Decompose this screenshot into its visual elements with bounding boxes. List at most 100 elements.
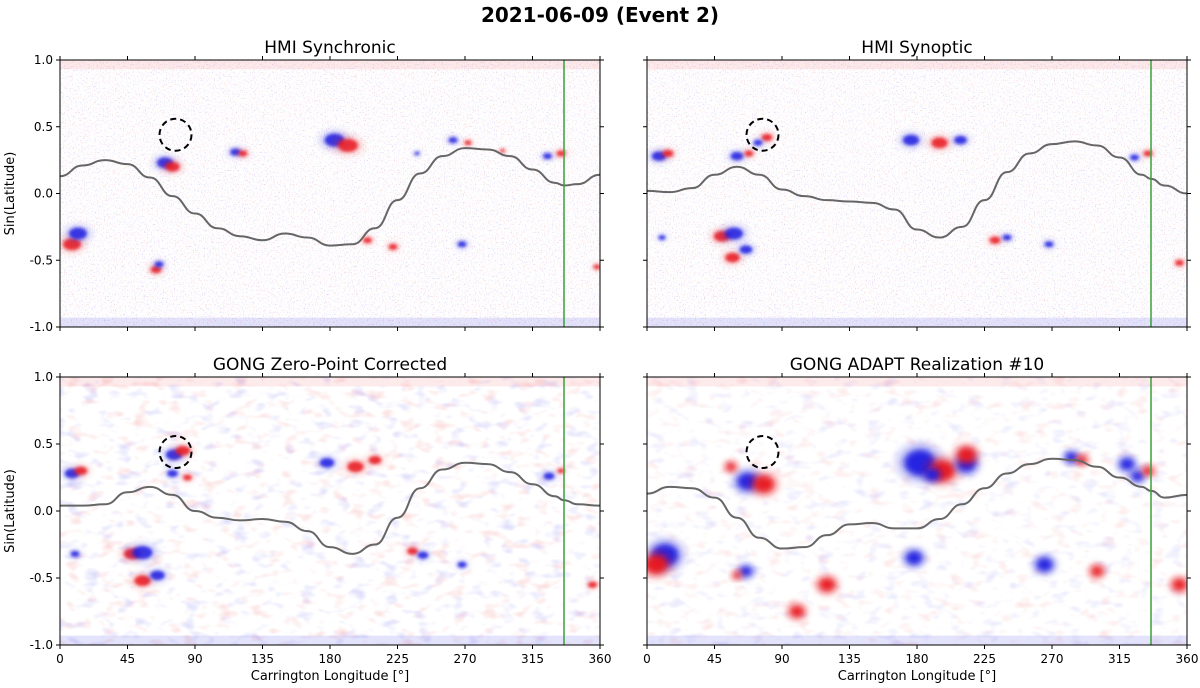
negative-region [1129, 154, 1140, 161]
positive-region [557, 468, 565, 474]
plot-area [60, 60, 600, 327]
positive-region [725, 252, 740, 263]
x-tick-label: 180 [906, 652, 929, 666]
y-tick-label: 0.0 [34, 187, 53, 201]
negative-region [448, 137, 458, 144]
negative-region [543, 472, 555, 480]
x-tick-label: 45 [707, 652, 722, 666]
negative-region [68, 227, 88, 240]
positive-region [753, 475, 775, 494]
positive-region [1142, 466, 1154, 476]
region-circle [158, 435, 193, 470]
south-polar-band [60, 635, 600, 645]
negative-region [154, 261, 164, 268]
positive-region [368, 455, 382, 465]
positive-region [744, 150, 754, 157]
negative-region [457, 241, 467, 248]
north-polar-band [647, 60, 1187, 70]
negative-region [954, 135, 967, 145]
panel-3: GONG Zero-Point Corrected 0 45 90 135 180 225 2… [3, 355, 611, 684]
x-tick-label: 270 [454, 652, 477, 666]
positive-region [761, 133, 773, 142]
panel-title: HMI Synchronic [264, 38, 395, 58]
negative-region [739, 245, 753, 254]
positive-region [464, 140, 472, 146]
y-tick-label: -0.5 [30, 571, 53, 585]
negative-region [150, 570, 165, 581]
plot-area [647, 377, 1187, 645]
negative-region [905, 550, 923, 566]
negative-region [319, 457, 335, 468]
x-tick-label: 315 [1108, 652, 1131, 666]
x-tick-label: 315 [521, 652, 544, 666]
negative-region [132, 545, 153, 560]
positive-region [789, 605, 805, 618]
panel-4: GONG ADAPT Realization #10 0 45 90 135 180 225… [643, 355, 1198, 684]
positive-region [593, 264, 600, 270]
positive-region [989, 236, 1001, 244]
x-axis-label: Carrington Longitude [°] [838, 669, 996, 684]
negative-region [1035, 557, 1054, 572]
negative-region [724, 227, 744, 240]
panels: HMI Synchronic -1.0 -0.5 0.0 0.5 1.0 Sin(Latit… [3, 38, 1198, 684]
negative-region [730, 151, 744, 161]
positive-region [165, 162, 180, 172]
y-tick-label: 1.0 [34, 53, 53, 67]
positive-region [662, 149, 674, 158]
negative-region [1044, 241, 1054, 248]
negative-region [753, 139, 763, 146]
x-tick-label: 270 [1041, 652, 1064, 666]
x-tick-label: 180 [319, 652, 342, 666]
y-tick-label: -1.0 [30, 638, 53, 652]
region-circle [158, 117, 193, 152]
region-circle [745, 435, 780, 470]
positive-region [732, 571, 742, 579]
y-axis-label: Sin(Latitude) [3, 469, 18, 553]
positive-region [587, 581, 598, 588]
positive-region [1171, 578, 1187, 591]
negative-region [417, 551, 429, 559]
neutral-line [647, 457, 1187, 550]
negative-region [902, 134, 920, 146]
y-axis-label: Sin(Latitude) [3, 152, 18, 236]
positive-region [182, 474, 193, 481]
region-circle [745, 117, 780, 152]
positive-region [956, 446, 977, 463]
negative-region [924, 468, 940, 482]
background-field-noise [647, 60, 1187, 327]
south-polar-band [647, 317, 1187, 327]
positive-region [134, 575, 151, 587]
background-field-noise [647, 377, 1187, 645]
negative-region [70, 550, 80, 557]
positive-region [931, 137, 948, 149]
y-tick-label: -0.5 [30, 253, 53, 267]
x-tick-label: 90 [774, 652, 789, 666]
x-tick-label: 360 [589, 652, 612, 666]
positive-region [1174, 259, 1185, 266]
y-tick-label: 0.0 [34, 504, 53, 518]
north-polar-band [60, 60, 600, 70]
positive-region [499, 148, 506, 153]
y-tick-label: 0.5 [34, 437, 53, 451]
positive-region [388, 243, 398, 250]
background-field-noise [60, 60, 600, 327]
panel-title: GONG Zero-Point Corrected [213, 355, 447, 375]
positive-region [347, 461, 364, 473]
negative-region [658, 235, 666, 240]
negative-region [1119, 457, 1135, 471]
y-tick-label: 1.0 [34, 370, 53, 384]
south-polar-band [60, 317, 600, 327]
panel-title: HMI Synoptic [861, 38, 972, 58]
x-tick-label: 135 [838, 652, 861, 666]
figure-title: 2021-06-09 (Event 2) [481, 3, 719, 27]
positive-region [818, 577, 836, 592]
x-tick-label: 0 [643, 652, 651, 666]
y-tick-label: -1.0 [30, 320, 53, 334]
negative-region [414, 151, 420, 156]
south-polar-band [647, 635, 1187, 645]
x-tick-label: 45 [120, 652, 135, 666]
positive-region [1090, 565, 1104, 577]
x-tick-label: 225 [386, 652, 409, 666]
x-axis-label: Carrington Longitude [°] [251, 669, 409, 684]
